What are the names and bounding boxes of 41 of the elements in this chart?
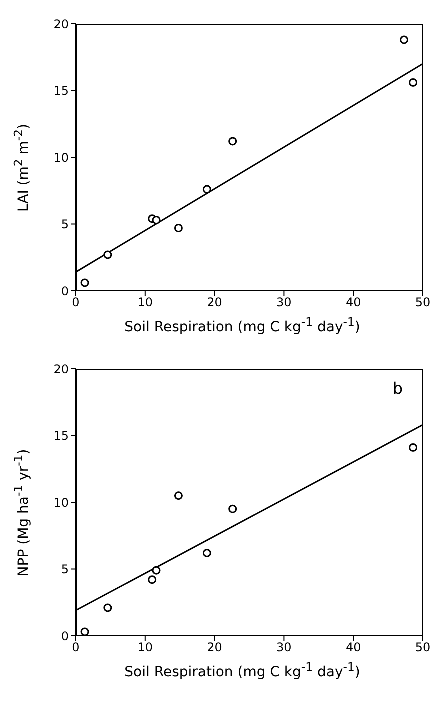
y-tick-label: 5 [61,218,69,232]
y-tick-label: 0 [61,284,69,298]
x-tick-label: 10 [138,640,154,655]
point [152,216,161,224]
x-tick-label: 40 [346,296,362,310]
x-tick-label: 20 [207,296,222,310]
point [104,250,112,260]
x-tick-label: 50 [415,640,431,655]
y-tick-label: 10 [54,496,69,510]
point [202,185,212,194]
y-tick-label: 15 [54,429,69,444]
point [80,628,90,636]
x-tick-label: 30 [276,640,292,655]
x-axis-title: Soil Respiration (mg C kg$^{-1}$ day$^{-1}$) [124,660,362,681]
point [400,36,409,44]
annotation: b [392,379,403,398]
y-tick-label: 20 [54,17,69,32]
y-tick-label: 5 [61,562,69,577]
point [80,278,90,288]
y-tick-label: 15 [54,84,69,98]
point [202,548,212,558]
x-tick-label: 40 [346,640,362,655]
x-tick-label: 50 [415,296,431,310]
point [409,444,418,452]
point [228,137,238,146]
x-tick-label: 30 [276,296,292,310]
point [174,224,183,233]
x-tick-label: 0 [72,296,80,310]
point [152,566,161,575]
point [174,492,183,500]
y-tick-label: 0 [61,629,69,644]
y-tick-label: 10 [54,150,69,165]
x-axis-title: Soil Respiration (mg C kg$^{-1}$ day$^{-1}$) [124,315,362,336]
point [104,604,112,612]
y-tick-label: 20 [54,362,69,376]
point [148,576,157,584]
point [409,78,418,87]
point [228,504,238,514]
x-tick-label: 10 [138,296,154,310]
x-tick-label: 20 [207,640,222,655]
x-tick-label: 0 [72,640,80,655]
